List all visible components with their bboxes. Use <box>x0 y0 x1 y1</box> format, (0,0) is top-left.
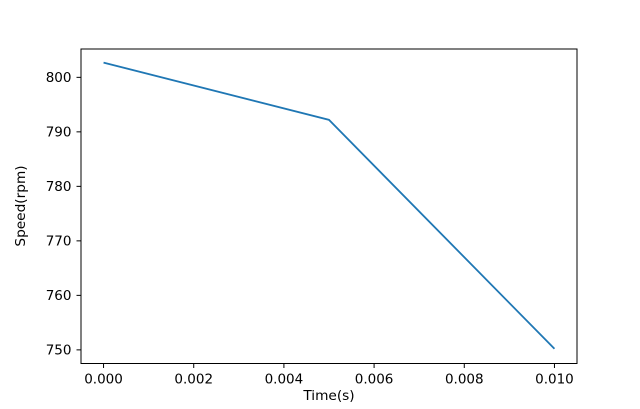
speed-data-line <box>103 61 556 350</box>
x-tick-label: 0.002 <box>174 372 213 388</box>
y-tick-label: 800 <box>46 70 72 86</box>
y-tick-label: 770 <box>46 233 72 249</box>
y-tick-label: 760 <box>46 288 72 304</box>
y-tick-label: 790 <box>46 124 72 140</box>
plot-area <box>81 49 577 364</box>
x-tick-label: 0.004 <box>265 372 304 388</box>
x-tick-label: 0.010 <box>535 372 574 388</box>
x-tick-label: 0.000 <box>84 372 123 388</box>
x-tick-label: 0.006 <box>355 372 394 388</box>
axes-border <box>80 48 578 364</box>
x-axis-ticks: 0.000 0.002 0.004 0.006 0.008 0.010 <box>84 363 574 388</box>
y-tick-label: 750 <box>46 342 72 358</box>
x-tick-label: 0.008 <box>445 372 484 388</box>
y-axis-ticks: 750 760 770 780 790 800 <box>46 70 81 358</box>
x-axis-label: Time(s) <box>302 388 354 404</box>
y-tick-label: 780 <box>46 179 72 195</box>
y-axis-label: Speed(rpm) <box>13 165 29 246</box>
